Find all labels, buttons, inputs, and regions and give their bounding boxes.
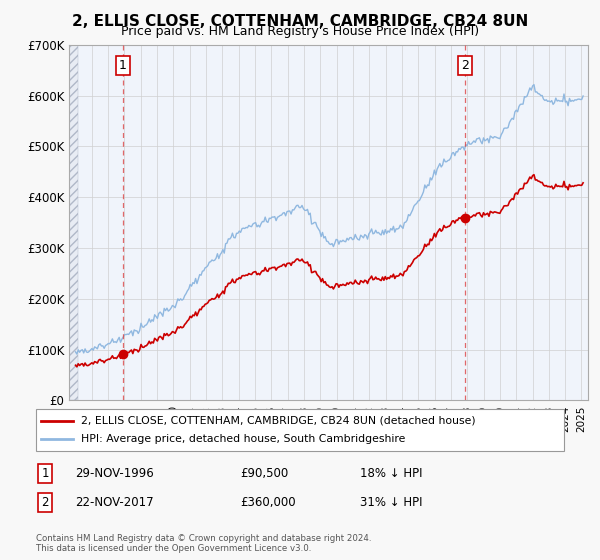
Text: 2, ELLIS CLOSE, COTTENHAM, CAMBRIDGE, CB24 8UN (detached house): 2, ELLIS CLOSE, COTTENHAM, CAMBRIDGE, CB… [81,416,476,426]
Text: Price paid vs. HM Land Registry's House Price Index (HPI): Price paid vs. HM Land Registry's House … [121,25,479,38]
Bar [69,45,78,400]
Text: 1: 1 [119,59,127,72]
Text: 22-NOV-2017: 22-NOV-2017 [75,496,154,509]
Text: 2: 2 [41,496,49,509]
FancyBboxPatch shape [36,409,564,451]
Text: 1: 1 [41,466,49,480]
Text: 29-NOV-1996: 29-NOV-1996 [75,466,154,480]
Text: £360,000: £360,000 [240,496,296,509]
Text: HPI: Average price, detached house, South Cambridgeshire: HPI: Average price, detached house, Sout… [81,434,405,444]
Text: 2, ELLIS CLOSE, COTTENHAM, CAMBRIDGE, CB24 8UN: 2, ELLIS CLOSE, COTTENHAM, CAMBRIDGE, CB… [72,14,528,29]
Text: 31% ↓ HPI: 31% ↓ HPI [360,496,422,509]
Text: Contains HM Land Registry data © Crown copyright and database right 2024.
This d: Contains HM Land Registry data © Crown c… [36,534,371,553]
Text: £90,500: £90,500 [240,466,288,480]
Text: 2: 2 [461,59,469,72]
Text: 18% ↓ HPI: 18% ↓ HPI [360,466,422,480]
